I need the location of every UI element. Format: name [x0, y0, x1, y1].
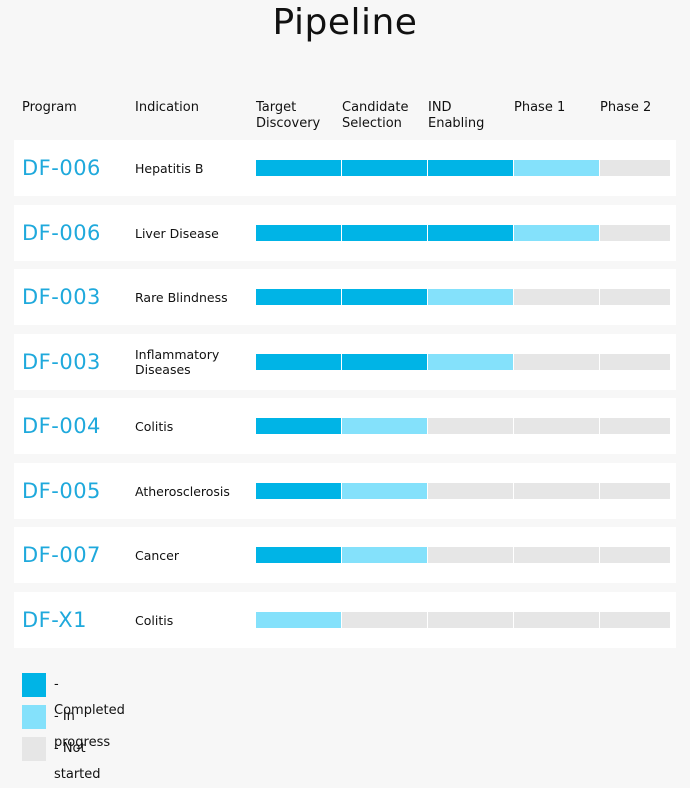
- stage-bar-phase-1-not-started: [514, 612, 599, 628]
- legend-swatch-not-started: [22, 737, 46, 761]
- stage-bar-phase-1-not-started: [514, 418, 599, 434]
- program-label: DF-006: [22, 156, 101, 180]
- table-row: DF-003 Rare Blindness: [14, 269, 676, 325]
- stage-bar-ind-enabling-not-started: [428, 483, 513, 499]
- stage-bar-candidate-selection-completed: [342, 354, 427, 370]
- indication-label: Colitis: [135, 612, 174, 628]
- stage-bar-ind-enabling-not-started: [428, 612, 513, 628]
- table-row: DF-003 Inflammatory Diseases: [14, 334, 676, 390]
- stage-bar-phase-1-not-started: [514, 483, 599, 499]
- stage-bar-phase-2-not-started: [600, 612, 670, 628]
- stage-bar-candidate-selection-completed: [342, 225, 427, 241]
- stage-bar-phase-2-not-started: [600, 418, 670, 434]
- stage-bar-candidate-selection-completed: [342, 160, 427, 176]
- legend-label-not-started: - Not started: [54, 741, 101, 782]
- indication-label: Hepatitis B: [135, 160, 204, 176]
- stage-bar-candidate-selection-in-progress: [342, 483, 427, 499]
- stage-bar-phase-2-not-started: [600, 289, 670, 305]
- stage-bar-phase-2-not-started: [600, 225, 670, 241]
- stage-bar-target-discovery-completed: [256, 225, 341, 241]
- stage-bar-ind-enabling-in-progress: [428, 354, 513, 370]
- indication-label: Liver Disease: [135, 225, 219, 241]
- stage-bar-ind-enabling-not-started: [428, 547, 513, 563]
- legend-label-in-progress: - In progress: [54, 709, 111, 750]
- header-stage-ind-enabling: IND Enabling: [428, 100, 485, 131]
- stage-bar-target-discovery-completed: [256, 418, 341, 434]
- stage-bar-target-discovery-completed: [256, 289, 341, 305]
- stage-bar-target-discovery-completed: [256, 160, 341, 176]
- legend-swatch-in-progress: [22, 705, 46, 729]
- indication-label: Rare Blindness: [135, 289, 228, 305]
- program-label: DF-X1: [22, 608, 88, 632]
- indication-label: Atherosclerosis: [135, 483, 230, 499]
- stage-bar-target-discovery-in-progress: [256, 612, 341, 628]
- table-row: DF-006 Liver Disease: [14, 205, 676, 261]
- program-label: DF-005: [22, 479, 101, 503]
- header-stage-phase-1: Phase 1: [514, 100, 566, 115]
- stage-bar-ind-enabling-completed: [428, 160, 513, 176]
- header-stage-phase-2: Phase 2: [600, 100, 652, 115]
- program-label: DF-003: [22, 350, 101, 374]
- program-label: DF-004: [22, 414, 101, 438]
- stage-bar-candidate-selection-in-progress: [342, 547, 427, 563]
- table-row: DF-006 Hepatitis B: [14, 140, 676, 196]
- table-row: DF-005 Atherosclerosis: [14, 463, 676, 519]
- stage-bar-phase-2-not-started: [600, 354, 670, 370]
- stage-bar-phase-1-in-progress: [514, 225, 599, 241]
- stage-bar-target-discovery-completed: [256, 547, 341, 563]
- stage-bar-phase-2-not-started: [600, 483, 670, 499]
- stage-bar-phase-1-not-started: [514, 547, 599, 563]
- stage-bar-candidate-selection-not-started: [342, 612, 427, 628]
- header-program: Program: [22, 100, 77, 115]
- table-header: Program Indication Target Discovery Cand…: [0, 100, 690, 140]
- header-stage-candidate-selection: Candidate Selection: [342, 100, 409, 131]
- stage-bar-phase-2-not-started: [600, 160, 670, 176]
- indication-label: Cancer: [135, 547, 180, 563]
- indication-label: Colitis: [135, 418, 174, 434]
- table-row: DF-007 Cancer: [14, 527, 676, 583]
- table-row: DF-X1 Colitis: [14, 592, 676, 648]
- stage-bar-ind-enabling-completed: [428, 225, 513, 241]
- stage-bar-ind-enabling-not-started: [428, 418, 513, 434]
- program-label: DF-006: [22, 221, 101, 245]
- stage-bar-candidate-selection-in-progress: [342, 418, 427, 434]
- header-indication: Indication: [135, 100, 199, 115]
- legend-swatch-completed: [22, 673, 46, 697]
- stage-bar-phase-1-in-progress: [514, 160, 599, 176]
- stage-bar-phase-1-not-started: [514, 289, 599, 305]
- legend-label-completed: - Completed: [54, 677, 125, 718]
- indication-label: Inflammatory Diseases: [135, 347, 220, 377]
- page-title: Pipeline: [272, 2, 418, 43]
- stage-bar-phase-1-not-started: [514, 354, 599, 370]
- stage-bar-target-discovery-completed: [256, 354, 341, 370]
- program-label: DF-003: [22, 285, 101, 309]
- header-stage-target-discovery: Target Discovery: [256, 100, 321, 131]
- stage-bar-phase-2-not-started: [600, 547, 670, 563]
- program-label: DF-007: [22, 543, 101, 567]
- table-row: DF-004 Colitis: [14, 398, 676, 454]
- stage-bar-target-discovery-completed: [256, 483, 341, 499]
- stage-bar-candidate-selection-completed: [342, 289, 427, 305]
- stage-bar-ind-enabling-in-progress: [428, 289, 513, 305]
